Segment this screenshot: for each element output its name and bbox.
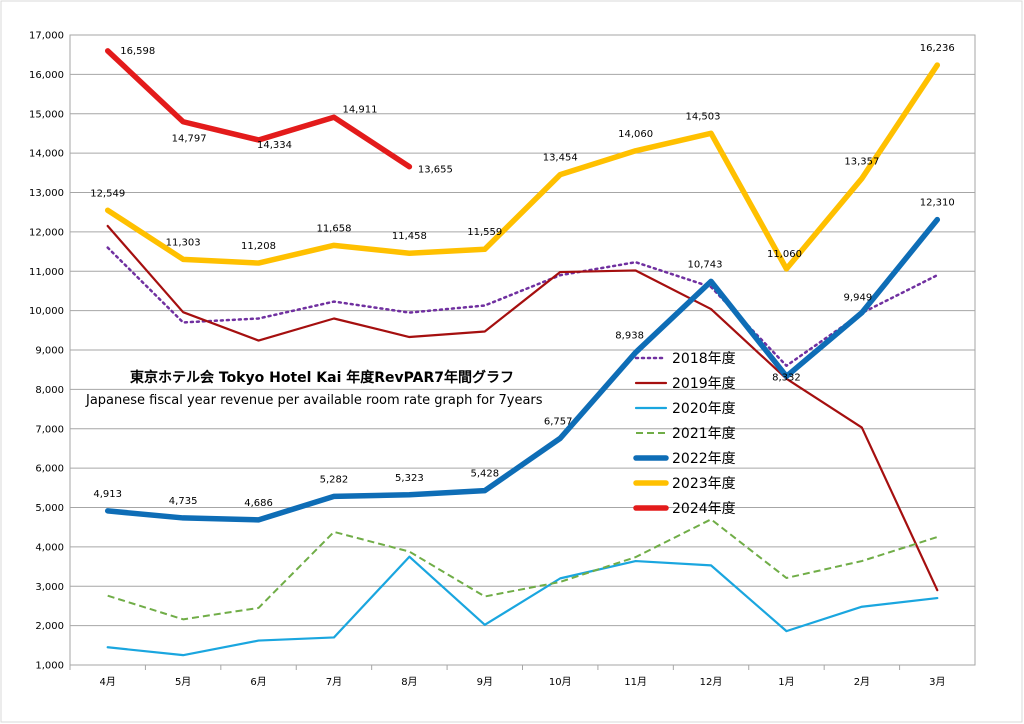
y-tick-label: 2,000: [35, 621, 64, 632]
x-tick-label: 8月: [401, 676, 417, 688]
y-tick-label: 6,000: [35, 464, 64, 475]
data-label: 11,559: [467, 227, 502, 238]
y-tick-label: 11,000: [29, 267, 64, 278]
legend-label: 2021年度: [672, 426, 736, 442]
data-label: 12,310: [920, 198, 955, 209]
y-tick-label: 4,000: [35, 542, 64, 553]
legend-label: 2023年度: [672, 476, 736, 492]
data-label: 9,949: [844, 293, 873, 304]
data-label: 14,060: [618, 129, 653, 140]
series-line-2020年度: [106, 555, 939, 657]
y-tick-label: 17,000: [29, 31, 64, 42]
data-label: 13,655: [418, 165, 453, 176]
y-tick-label: 7,000: [35, 424, 64, 435]
y-tick-label: 15,000: [29, 109, 64, 120]
data-label: 6,757: [544, 416, 573, 427]
y-tick-label: 14,000: [29, 149, 64, 160]
x-tick-label: 2月: [854, 676, 870, 688]
data-label: 11,208: [241, 241, 276, 252]
legend-label: 2020年度: [672, 401, 736, 417]
legend-label: 2019年度: [672, 376, 736, 392]
series-line-2024年度: [104, 48, 413, 170]
data-label: 12,549: [90, 188, 125, 199]
data-label: 8,332: [772, 372, 801, 383]
legend-label: 2018年度: [672, 351, 736, 367]
series-line-2019年度: [106, 224, 939, 592]
x-tick-label: 12月: [700, 676, 723, 688]
data-label: 11,458: [392, 231, 427, 242]
data-label: 5,428: [470, 469, 499, 480]
y-tick-label: 8,000: [35, 385, 64, 396]
data-label: 14,911: [342, 104, 377, 115]
x-tick-label: 4月: [100, 676, 116, 688]
x-tick-label: 7月: [326, 676, 342, 688]
data-label: 16,236: [920, 43, 955, 54]
y-tick-label: 12,000: [29, 227, 64, 238]
legend: 2018年度 2019年度 2020年度 2021年度 2022年度 2023年度 2024…: [633, 351, 736, 517]
data-label: 5,323: [395, 473, 424, 484]
series-line-2023年度: [104, 62, 941, 272]
data-label: 4,735: [169, 496, 198, 507]
data-label: 14,797: [172, 134, 207, 145]
axes: 1,000 2,000 3,000 4,000 5,000 6,000 7,000 8,000…: [29, 31, 976, 688]
data-label: 11,060: [767, 249, 802, 260]
legend-label: 2022年度: [672, 451, 736, 467]
y-tick-label: 16,000: [29, 70, 64, 81]
series-line-2018年度: [106, 246, 939, 367]
data-labels: 4,913 4,735 4,686 5,282 5,323 5,428 6,757 8,938…: [90, 43, 955, 509]
y-tick-label: 1,000: [35, 661, 64, 672]
series-line-2022年度: [104, 216, 941, 523]
data-label: 5,282: [320, 474, 349, 485]
y-tick-label: 10,000: [29, 306, 64, 317]
y-tick-label: 9,000: [35, 346, 64, 357]
data-label: 16,598: [120, 46, 155, 57]
data-label: 13,454: [543, 153, 578, 164]
series-line-2021年度: [107, 518, 938, 621]
x-tick-label: 10月: [549, 676, 572, 688]
data-label: 11,658: [316, 223, 351, 234]
y-tick-label: 3,000: [35, 582, 64, 593]
data-label: 10,743: [688, 259, 723, 270]
data-label: 4,686: [244, 498, 273, 509]
y-tick-label: 5,000: [35, 503, 64, 514]
series-lines: [104, 48, 941, 657]
x-tick-label: 3月: [929, 676, 945, 688]
data-label: 11,303: [166, 237, 201, 248]
chart-title: 東京ホテル会 Tokyo Hotel Kai 年度RevPAR7年間グラフ: [130, 369, 514, 386]
data-label: 14,503: [686, 111, 721, 122]
legend-label: 2024年度: [672, 501, 736, 517]
chart-subtitle: Japanese fiscal year revenue per availab…: [85, 393, 543, 408]
x-tick-label: 11月: [624, 676, 647, 688]
data-label: 4,913: [93, 489, 122, 500]
x-tick-label: 6月: [250, 676, 266, 688]
x-tick-label: 5月: [175, 676, 191, 688]
data-label: 13,357: [844, 156, 879, 167]
data-label: 8,938: [615, 330, 644, 341]
data-label: 14,334: [257, 140, 292, 151]
y-tick-label: 13,000: [29, 188, 64, 199]
x-tick-label: 9月: [477, 676, 493, 688]
x-tick-label: 1月: [778, 676, 794, 688]
